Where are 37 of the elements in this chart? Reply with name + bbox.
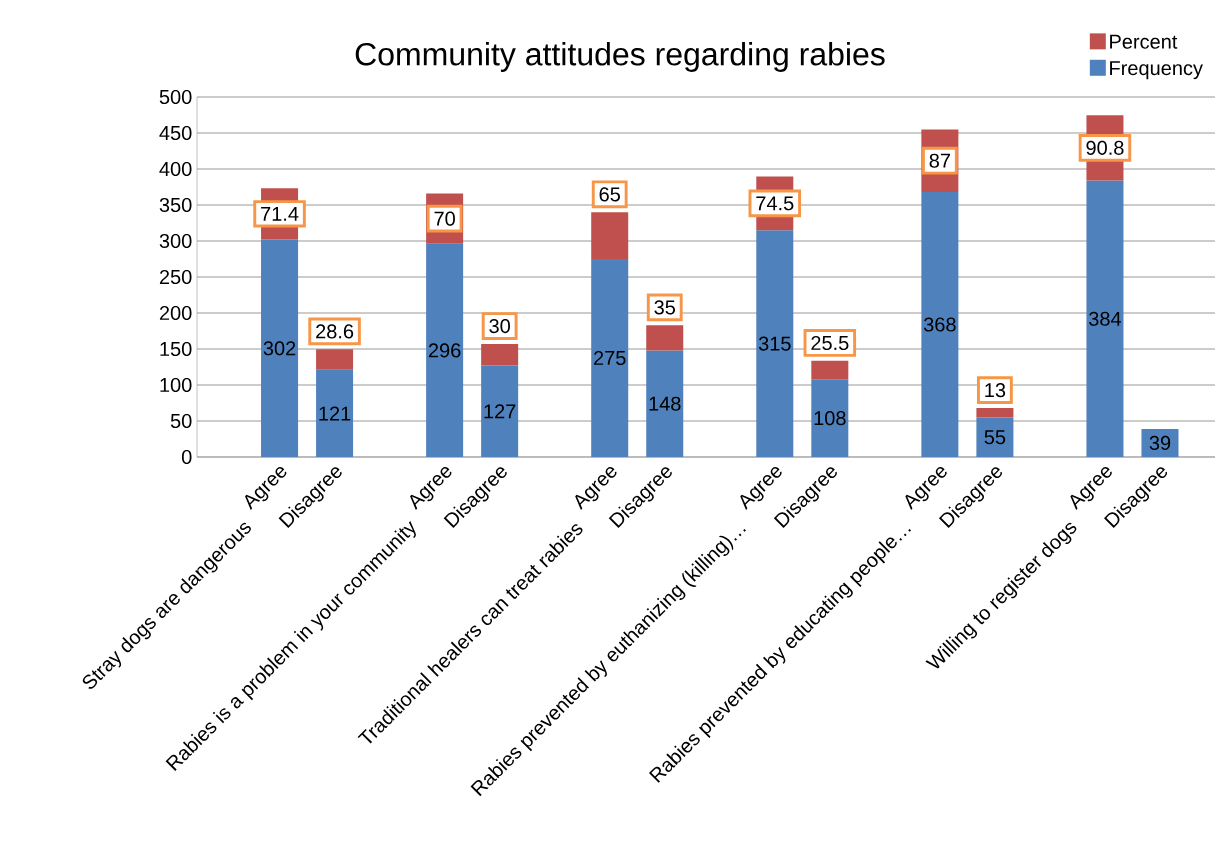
data-label: 35 [654,300,676,315]
y-tick-label: 100 [160,377,192,393]
y-tick-label: 450 [159,125,192,141]
legend-label: Frequency [1110,61,1203,80]
data-label: 148 [649,396,681,411]
data-label: 368 [923,317,956,332]
data-label: 121 [319,406,351,421]
y-tick-label: 200 [159,305,192,321]
data-label: 275 [594,350,626,366]
data-label: 127 [484,404,516,419]
y-tick-label: 250 [159,269,192,285]
data-label: 70 [434,211,455,226]
data-label: 108 [814,411,846,426]
data-label: 39 [1149,435,1171,451]
data-label: 13 [985,383,1006,398]
data-label: 25.5 [811,335,849,351]
data-label: 28.6 [316,324,354,339]
data-label: 90.8 [1086,140,1124,155]
data-label: 74.5 [756,196,794,211]
legend-label: Percent [1110,34,1178,49]
data-label: 30 [489,318,510,334]
data-label: 384 [1089,311,1122,326]
data-label: 302 [263,341,296,356]
y-tick-label: 350 [159,197,192,213]
data-label: 296 [428,343,461,358]
y-tick-label: 0 [181,449,192,465]
data-label: 87 [929,153,950,168]
data-label: 315 [758,336,791,351]
data-label: 65 [599,187,620,202]
y-tick-label: 300 [159,233,192,249]
y-tick-label: 50 [170,413,192,429]
y-tick-label: 500 [159,89,192,105]
data-label: 71.4 [261,206,299,221]
y-tick-label: 400 [159,161,192,177]
data-label: 55 [984,430,1006,445]
chart-title: Community attitudes regarding rabies [355,42,885,72]
y-tick-label: 150 [160,341,192,357]
